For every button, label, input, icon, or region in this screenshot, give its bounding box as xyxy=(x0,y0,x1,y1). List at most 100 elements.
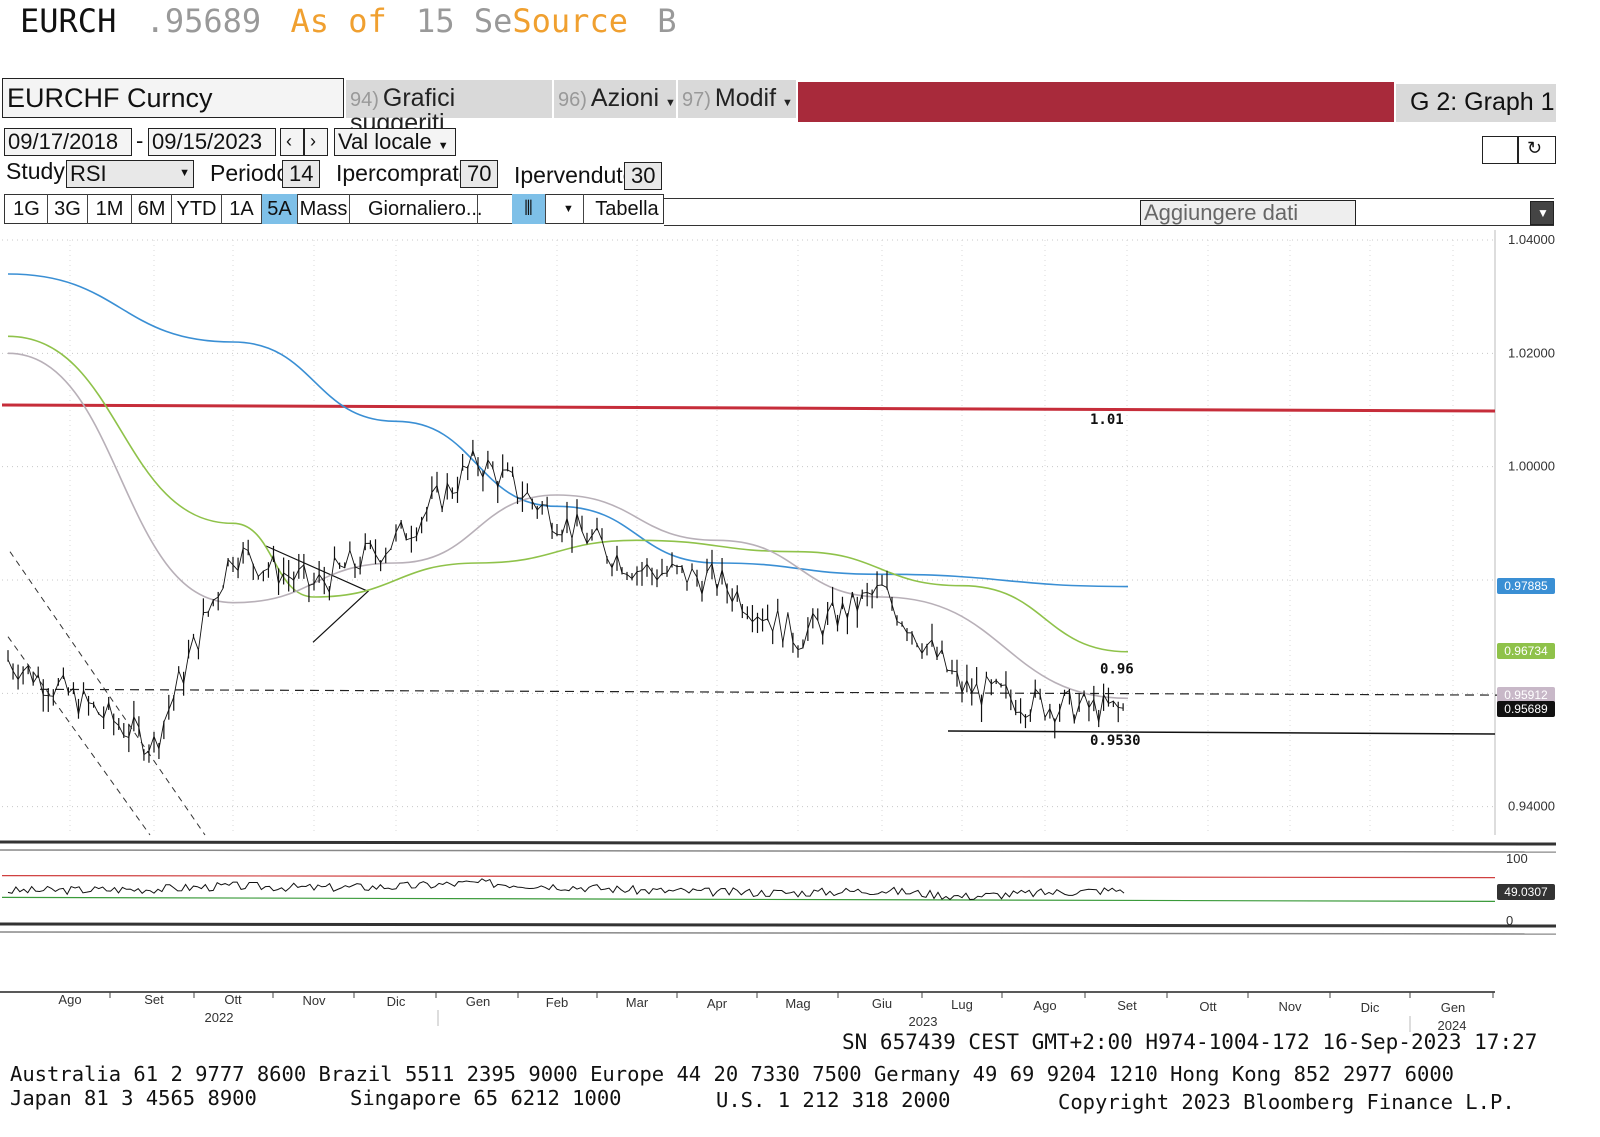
menu-number: 97) xyxy=(682,89,711,111)
x-tick-label: Mag xyxy=(785,996,810,1011)
chevron-down-icon[interactable]: ▼ xyxy=(554,194,584,224)
ticker-price: .95689 xyxy=(145,2,262,40)
x-tick-label: Lug xyxy=(951,997,973,1012)
range-tab-3g[interactable]: 3G xyxy=(48,194,88,224)
end-date-value: 09/15/2023 xyxy=(152,129,263,154)
x-tick-label: Set xyxy=(1117,998,1137,1013)
as-of-label: As of xyxy=(290,2,387,40)
study-select[interactable]: RSI ▼ xyxy=(66,160,194,188)
menu-label: Modif xyxy=(714,84,777,112)
range-tab-1m[interactable]: 1M xyxy=(88,194,132,224)
x-tick-label: Ago xyxy=(58,992,81,1007)
overbought-field[interactable]: 70 xyxy=(460,160,498,188)
trend-channel-upper xyxy=(9,551,206,836)
x-tick-label: Set xyxy=(144,992,164,1007)
x-tick-label: Ott xyxy=(224,992,242,1007)
modify-menu[interactable]: 97) Modif ▼ xyxy=(678,80,796,118)
x-tick-label: Apr xyxy=(707,996,728,1011)
panel-separator xyxy=(0,922,1557,928)
end-date-field[interactable]: 09/15/2023 ▭ xyxy=(148,128,276,156)
range-tab-1a[interactable]: 1A xyxy=(222,194,262,224)
last-value-tag xyxy=(1497,687,1555,703)
terminal-stamp: SN 657439 CEST GMT+2:00 H974-1004-172 16… xyxy=(842,1030,1538,1054)
resistance-line xyxy=(1,403,1496,413)
contacts-line-2-singapore: Singapore 65 6212 1000 xyxy=(350,1086,622,1110)
range-tab-5a[interactable]: 5A xyxy=(262,194,298,224)
date-separator: - xyxy=(136,128,144,153)
chart-grid xyxy=(2,230,1496,835)
chevron-down-icon: ▼ xyxy=(437,140,449,152)
year-label: 2023 xyxy=(909,1014,938,1029)
range-tab-mass[interactable]: Mass xyxy=(298,194,350,224)
start-date-value: 09/17/2018 xyxy=(8,129,119,154)
start-date-field[interactable]: 09/17/2018 ▭ xyxy=(4,128,132,156)
year-label: 2024 xyxy=(1438,1018,1467,1033)
support-line xyxy=(947,730,1496,735)
actions-menu[interactable]: 96) Azioni ▼ xyxy=(554,80,676,118)
x-tick-label: Ago xyxy=(1033,998,1056,1013)
x-tick-label: Feb xyxy=(546,995,568,1010)
panel-separator xyxy=(0,840,1557,846)
menu-number: 96) xyxy=(558,89,587,111)
table-button[interactable]: Tabella xyxy=(590,194,664,224)
moving-average-blue xyxy=(7,273,1129,588)
y-tick-label: 0.94000 xyxy=(1508,799,1555,814)
price-chart: 1.04000 1.02000 1.00000 0.94000 1.01 0.96 0.95… xyxy=(0,230,1557,1033)
oversold-value: 30 xyxy=(631,163,656,188)
chevron-left-icon[interactable]: ‹ xyxy=(280,128,304,156)
menu-label: Azioni xyxy=(590,84,659,112)
redo-icon[interactable]: ↻ xyxy=(1518,136,1556,164)
y-tick-label: 1.00000 xyxy=(1508,459,1555,474)
graph-selector[interactable]: G 2: Graph 1 xyxy=(1396,84,1556,122)
undo-button[interactable] xyxy=(1482,136,1518,164)
rsi-line xyxy=(7,878,1125,901)
overbought-label: Ipercomprato xyxy=(336,160,472,186)
last-value-tag-label: 0.95689 xyxy=(1504,702,1548,716)
oversold-field[interactable]: 30 xyxy=(624,162,662,190)
security-field[interactable]: EURCHF Curncy xyxy=(2,78,344,118)
add-data-input[interactable]: Aggiungere dati xyxy=(1140,200,1356,226)
rsi-tick-label: 0 xyxy=(1506,913,1513,928)
triangle-pattern xyxy=(265,545,370,643)
last-value-tag xyxy=(1497,643,1555,659)
chart-type-icon[interactable]: ⫴ xyxy=(512,194,546,224)
chart-marks xyxy=(0,273,1557,1032)
x-tick-label: Mar xyxy=(626,995,649,1010)
x-tick-label: Dic xyxy=(1361,1000,1380,1015)
x-tick-label: Gen xyxy=(1441,1000,1466,1015)
rsi-overbought-line xyxy=(1,874,1496,879)
chevron-right-icon[interactable]: › xyxy=(304,128,328,156)
y-tick-label: 1.02000 xyxy=(1508,345,1555,360)
level-annotation: 1.01 xyxy=(1090,412,1124,428)
moving-average-green xyxy=(7,335,1129,653)
period-field[interactable]: 14 xyxy=(282,160,320,188)
period-label: Periodo xyxy=(210,160,290,186)
x-tick-label: Gen xyxy=(466,994,491,1009)
y-tick-label: 1.04000 xyxy=(1508,232,1555,247)
currency-select[interactable]: Val locale ▼ xyxy=(334,128,456,156)
last-value-tag xyxy=(1497,701,1555,717)
contacts-line-2-japan: Japan 81 3 4565 8900 xyxy=(10,1086,257,1110)
graph-label: G 2: Graph 1 xyxy=(1410,88,1555,116)
panel-separator xyxy=(0,931,1557,935)
period-value: 14 xyxy=(289,161,314,186)
copyright: Copyright 2023 Bloomberg Finance L.P. xyxy=(1058,1090,1515,1114)
year-label: 2022 xyxy=(205,1010,234,1025)
add-data-bar xyxy=(664,198,1554,226)
range-tab-ytd[interactable]: YTD xyxy=(172,194,222,224)
range-tab-1g[interactable]: 1G xyxy=(6,194,48,224)
contacts-line-1: Australia 61 2 9777 8600 Brazil 5511 239… xyxy=(10,1062,1455,1086)
table-label: Tabella xyxy=(595,198,659,220)
x-tick-label: Nov xyxy=(1278,999,1302,1014)
overbought-value: 70 xyxy=(467,161,492,186)
range-tab-6m[interactable]: 6M xyxy=(132,194,172,224)
moving-average-gray xyxy=(7,352,1129,700)
panel-separator xyxy=(0,849,1557,853)
last-value-tag xyxy=(1497,578,1555,594)
menu-number: 94) xyxy=(350,89,379,111)
frequency-select[interactable]: Giornaliero... xyxy=(368,194,483,224)
dropdown-arrow-icon[interactable]: ▼ xyxy=(1530,201,1554,225)
chevron-down-icon: ▼ xyxy=(782,97,793,109)
suggested-charts-menu[interactable]: 94) Grafici suggeriti xyxy=(346,80,552,136)
security-value: EURCHF Curncy xyxy=(7,83,213,113)
